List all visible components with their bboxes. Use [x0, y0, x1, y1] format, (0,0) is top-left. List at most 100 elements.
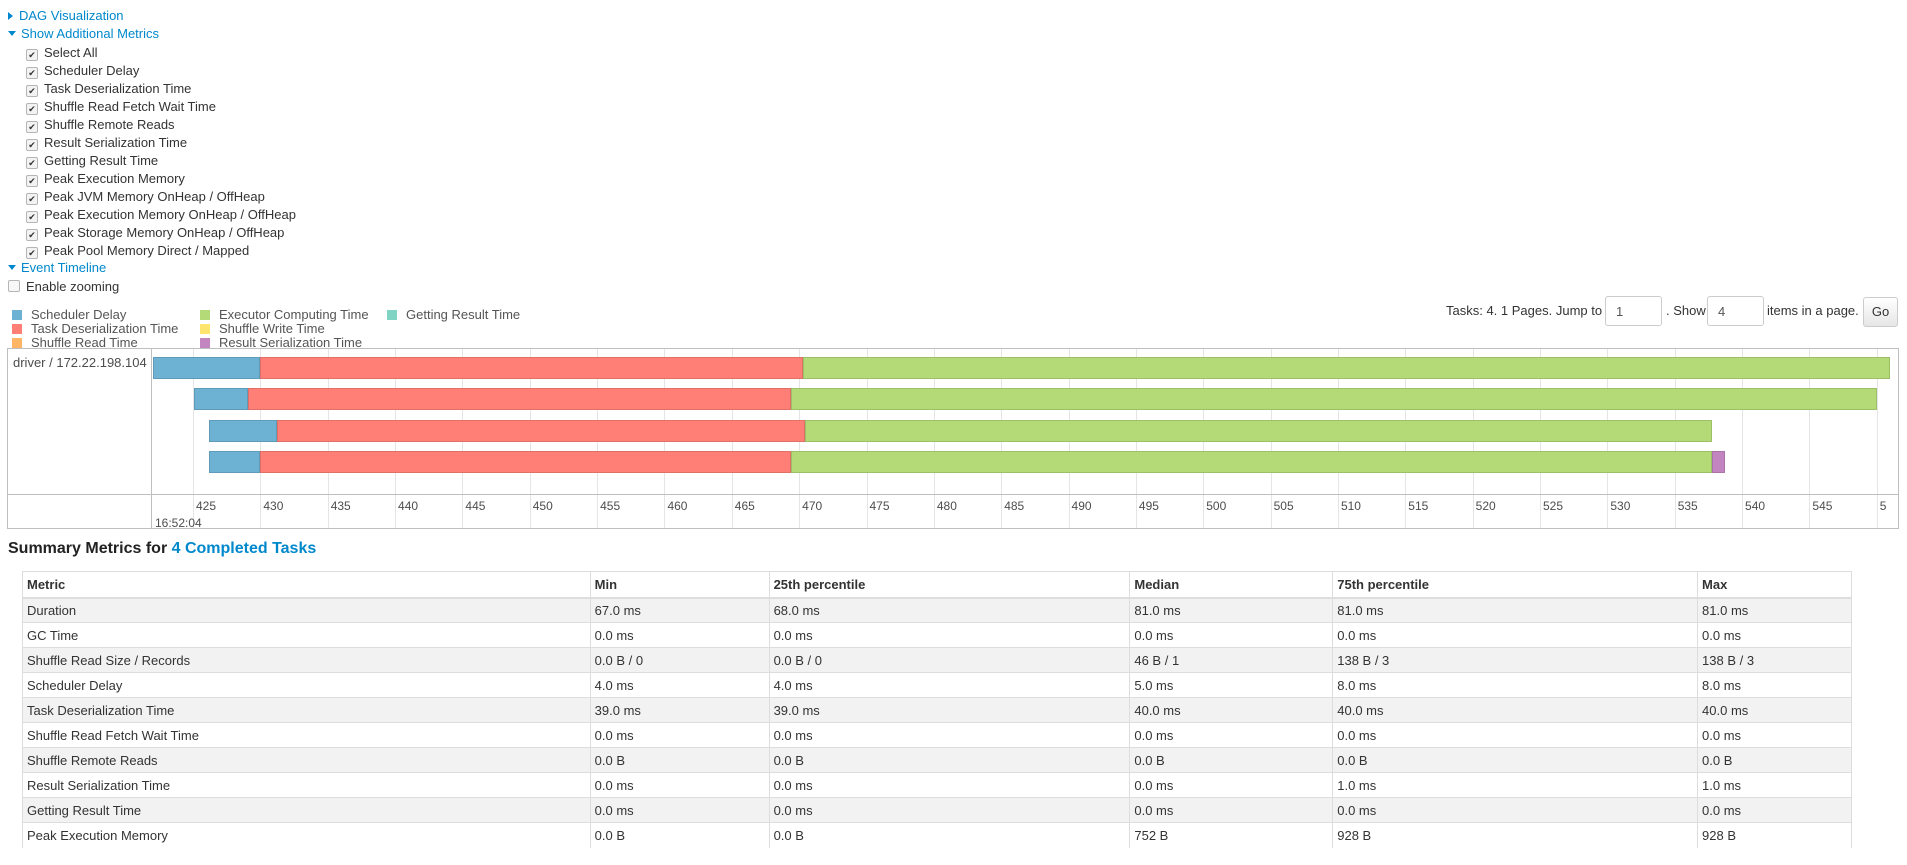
timeline-tick-label: 505 — [1273, 499, 1294, 513]
caret-down-icon — [8, 31, 16, 36]
metric-checkbox-label: Peak Storage Memory OnHeap / OffHeap — [44, 225, 285, 240]
metric-value-cell: 0.0 ms — [768, 722, 1130, 748]
metric-value-cell: 40.0 ms — [1332, 697, 1698, 723]
table-row: GC Time 0.0 ms 0.0 ms 0.0 ms 0.0 ms 0.0 ms — [22, 622, 1852, 648]
checkbox-checked-icon[interactable]: ✔ — [26, 67, 38, 79]
metric-value-cell: 0.0 ms — [1332, 722, 1698, 748]
metric-value-cell: 46 B / 1 — [1129, 647, 1333, 673]
column-header: 75th percentile — [1332, 571, 1698, 599]
timeline-tick-label: 510 — [1340, 499, 1361, 513]
task-segment-executor-computing-time[interactable] — [803, 357, 1891, 379]
checkbox-checked-icon[interactable]: ✔ — [26, 49, 38, 61]
task-segment-scheduler-delay[interactable] — [209, 451, 261, 473]
metric-value-cell: 40.0 ms — [1697, 697, 1852, 723]
enable-zooming-checkbox[interactable]: Enable zooming — [8, 278, 119, 296]
metric-value-cell: 0.0 B — [1332, 747, 1698, 773]
metric-checkbox-label: Getting Result Time — [44, 153, 159, 168]
timeline-tick-label: 5 — [1879, 499, 1887, 513]
metric-value-cell: 0.0 B — [589, 747, 770, 773]
event-timeline-label: Event Timeline — [21, 260, 107, 275]
metric-checkbox-label: Select All — [44, 45, 98, 60]
legend-swatch — [200, 324, 210, 334]
checkbox-checked-icon[interactable]: ✔ — [26, 85, 38, 97]
task-segment-executor-computing-time[interactable] — [804, 420, 1713, 442]
task-segment-task-deserialization-time[interactable] — [260, 357, 804, 379]
metric-value-cell: 0.0 ms — [1697, 797, 1852, 823]
metric-checkbox-row[interactable]: ✔ Scheduler Delay — [26, 62, 139, 80]
show-additional-metrics-toggle[interactable]: Show Additional Metrics — [8, 26, 159, 41]
task-segment-scheduler-delay[interactable] — [194, 388, 249, 410]
metric-value-cell: 0.0 ms — [768, 622, 1130, 648]
event-timeline-toggle[interactable]: Event Timeline — [8, 260, 106, 275]
metric-value-cell: 0.0 ms — [1129, 797, 1333, 823]
task-segment-scheduler-delay[interactable] — [209, 420, 277, 442]
metric-value-cell: 0.0 B — [768, 747, 1130, 773]
checkbox-checked-icon[interactable]: ✔ — [26, 247, 38, 259]
metric-value-cell: 752 B — [1129, 822, 1333, 848]
checkbox-checked-icon[interactable]: ✔ — [26, 193, 38, 205]
completed-tasks-link[interactable]: 4 Completed Tasks — [171, 540, 317, 557]
group-divider — [151, 349, 152, 528]
metric-checkbox-row[interactable]: ✔ Result Serialization Time — [26, 134, 187, 152]
checkbox-checked-icon[interactable]: ✔ — [26, 175, 38, 187]
metric-checkbox-row[interactable]: ✔ Task Deserialization Time — [26, 80, 191, 98]
enable-zooming-label: Enable zooming — [26, 279, 120, 294]
metric-value-cell: 39.0 ms — [589, 697, 770, 723]
checkbox-checked-icon[interactable]: ✔ — [26, 139, 38, 151]
metric-checkbox-row[interactable]: ✔ Peak Pool Memory Direct / Mapped — [26, 242, 249, 260]
legend-item: Task Deserialization Time — [12, 322, 178, 336]
table-row: Duration 67.0 ms 68.0 ms 81.0 ms 81.0 ms 81.0… — [22, 597, 1852, 623]
timeline-gridline — [1876, 349, 1878, 528]
metric-value-cell: 81.0 ms — [1129, 597, 1333, 623]
metric-value-cell: 0.0 B / 0 — [589, 647, 770, 673]
metric-checkbox-row[interactable]: ✔ Peak JVM Memory OnHeap / OffHeap — [26, 188, 265, 206]
jump-to-page-input[interactable] — [1605, 296, 1662, 326]
legend-item: Result Serialization Time — [200, 336, 362, 350]
checkbox-checked-icon[interactable]: ✔ — [26, 229, 38, 241]
task-segment-task-deserialization-time[interactable] — [276, 420, 805, 442]
metric-checkbox-row[interactable]: ✔ Peak Execution Memory OnHeap / OffHeap — [26, 206, 296, 224]
metric-value-cell: 0.0 ms — [1129, 772, 1333, 798]
metric-checkbox-row[interactable]: ✔ Select All — [26, 44, 97, 62]
go-button[interactable]: Go — [1863, 297, 1898, 327]
checkbox-unchecked-icon[interactable] — [8, 280, 20, 292]
timeline-tick-label: 440 — [398, 499, 419, 513]
metric-name-cell: Result Serialization Time — [22, 772, 591, 798]
metric-value-cell: 4.0 ms — [589, 672, 770, 698]
task-segment-scheduler-delay[interactable] — [152, 357, 261, 379]
column-header: Max — [1697, 571, 1852, 599]
legend-swatch — [12, 338, 22, 348]
task-segment-executor-computing-time[interactable] — [791, 451, 1713, 473]
metric-checkbox-label: Result Serialization Time — [44, 135, 188, 150]
task-segment-result-serialization-time[interactable] — [1712, 451, 1725, 473]
dag-visualization-toggle[interactable]: DAG Visualization — [8, 8, 124, 23]
checkbox-checked-icon[interactable]: ✔ — [26, 121, 38, 133]
metric-name-cell: Scheduler Delay — [22, 672, 591, 698]
checkbox-checked-icon[interactable]: ✔ — [26, 157, 38, 169]
task-segment-task-deserialization-time[interactable] — [260, 451, 792, 473]
timeline-tick-label: 485 — [1004, 499, 1025, 513]
summary-metrics-heading: Summary Metrics for 4 Completed Tasks — [8, 540, 316, 558]
legend-swatch — [387, 310, 397, 320]
metric-value-cell: 0.0 ms — [589, 797, 770, 823]
metric-checkbox-row[interactable]: ✔ Peak Execution Memory — [26, 170, 185, 188]
dag-visualization-label: DAG Visualization — [19, 8, 124, 23]
metric-value-cell: 0.0 ms — [1697, 722, 1852, 748]
checkbox-checked-icon[interactable]: ✔ — [26, 211, 38, 223]
metric-checkbox-label: Peak JVM Memory OnHeap / OffHeap — [44, 189, 265, 204]
metric-checkbox-row[interactable]: ✔ Getting Result Time — [26, 152, 158, 170]
axis-divider — [8, 494, 1898, 495]
timeline-tick-label: 515 — [1408, 499, 1429, 513]
event-timeline-chart[interactable]: driver / 172.22.198.104 16:52:04 425 430 4… — [7, 348, 1899, 529]
timeline-tick-label: 455 — [600, 499, 621, 513]
metric-checkbox-row[interactable]: ✔ Peak Storage Memory OnHeap / OffHeap — [26, 224, 284, 242]
metric-checkbox-row[interactable]: ✔ Shuffle Remote Reads — [26, 116, 175, 134]
checkbox-checked-icon[interactable]: ✔ — [26, 103, 38, 115]
table-row: Result Serialization Time 0.0 ms 0.0 ms 0.0… — [22, 772, 1852, 798]
task-segment-executor-computing-time[interactable] — [791, 388, 1877, 410]
task-segment-task-deserialization-time[interactable] — [248, 388, 792, 410]
column-header: Metric — [22, 571, 591, 599]
metric-checkbox-row[interactable]: ✔ Shuffle Read Fetch Wait Time — [26, 98, 216, 116]
page-size-input[interactable] — [1707, 296, 1764, 326]
timeline-tick-label: 490 — [1071, 499, 1092, 513]
